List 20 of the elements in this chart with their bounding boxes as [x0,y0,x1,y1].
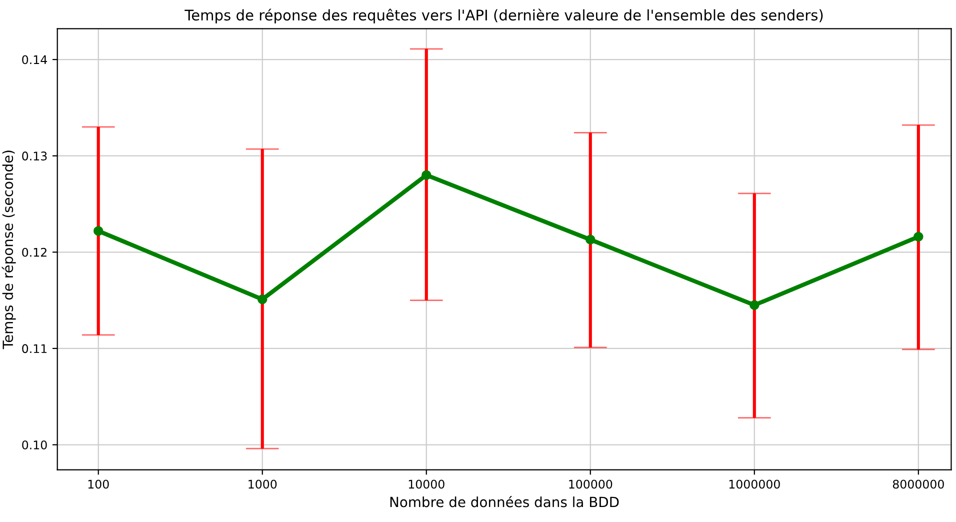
x-tick-label: 10000 [408,480,444,489]
x-tick-label: 100000 [569,480,612,489]
point [422,170,432,180]
x-tick-label: 8000000 [892,480,944,489]
x-tick-label: 100 [88,480,109,489]
point [94,226,104,236]
y-tick-label: 0.10 [22,440,47,450]
chart-title: Temps de réponse des requêtes vers l'API (dernière valeure de l'ensemble des senders) [184,8,823,24]
point [750,300,760,310]
y-tick-label: 0.13 [22,152,47,160]
x-axis-title: Nombre de données dans la BDD [390,496,619,508]
y-tick-label: 0.11 [22,344,47,354]
point [914,232,924,242]
point [258,294,268,304]
x-tick-label: 1000000 [729,480,780,489]
x-tick-label: 1000 [248,480,277,489]
y-axis-title: Temps de réponse (seconde) [2,150,16,350]
y-tick-label: 0.14 [22,55,47,64]
point [586,234,596,244]
y-tick-label: 0.12 [22,248,46,257]
